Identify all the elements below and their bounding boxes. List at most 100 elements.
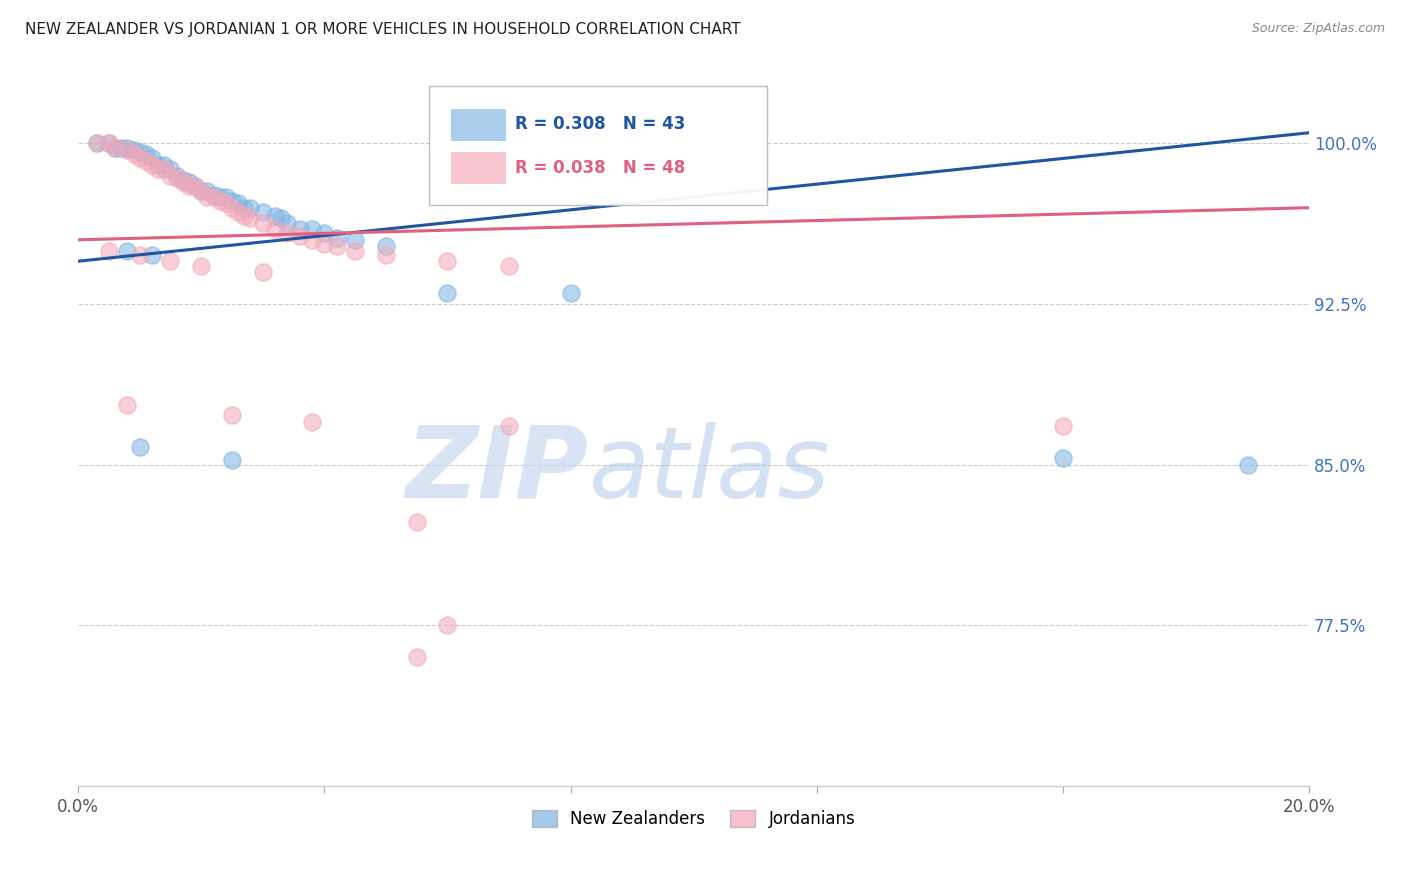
Point — [314, 227, 336, 241]
Point — [1052, 419, 1074, 434]
Point — [288, 222, 311, 236]
Point — [97, 136, 120, 151]
Point — [215, 190, 238, 204]
Point — [560, 286, 582, 301]
Point — [202, 190, 225, 204]
Text: atlas: atlas — [589, 422, 831, 518]
Point — [405, 650, 427, 665]
Point — [104, 141, 127, 155]
Point — [374, 248, 396, 262]
Point — [252, 205, 274, 219]
Point — [159, 162, 181, 177]
Point — [86, 136, 108, 151]
Text: R = 0.308   N = 43: R = 0.308 N = 43 — [515, 115, 686, 134]
Point — [166, 169, 188, 183]
Point — [128, 441, 150, 455]
Point — [239, 201, 262, 215]
Point — [184, 179, 207, 194]
Point — [104, 141, 127, 155]
Point — [184, 179, 207, 194]
Point — [195, 190, 218, 204]
Point — [301, 415, 323, 429]
Legend: New Zealanders, Jordanians: New Zealanders, Jordanians — [526, 804, 862, 835]
Point — [146, 158, 169, 172]
Point — [436, 618, 458, 632]
Point — [190, 184, 212, 198]
Point — [117, 141, 139, 155]
Point — [344, 244, 367, 258]
Point — [264, 209, 287, 223]
Point — [135, 153, 157, 168]
Point — [276, 227, 298, 241]
Point — [122, 147, 145, 161]
Point — [177, 175, 200, 189]
Point — [301, 222, 323, 236]
Point — [314, 237, 336, 252]
Point — [190, 259, 212, 273]
Point — [146, 162, 169, 177]
Point — [1052, 451, 1074, 466]
Point — [117, 244, 139, 258]
Point — [301, 233, 323, 247]
Point — [190, 184, 212, 198]
Point — [226, 196, 249, 211]
Point — [141, 158, 163, 172]
Point — [276, 216, 298, 230]
Point — [86, 136, 108, 151]
Point — [110, 141, 132, 155]
Point — [325, 239, 347, 253]
Point — [270, 211, 292, 226]
Point — [221, 201, 243, 215]
Point — [141, 248, 163, 262]
Point — [208, 190, 231, 204]
Point — [166, 170, 188, 185]
Point — [215, 196, 238, 211]
FancyBboxPatch shape — [451, 109, 505, 140]
Point — [374, 239, 396, 253]
Point — [128, 248, 150, 262]
Point — [436, 286, 458, 301]
Point — [177, 179, 200, 194]
Point — [202, 187, 225, 202]
Text: Source: ZipAtlas.com: Source: ZipAtlas.com — [1251, 22, 1385, 36]
Point — [221, 409, 243, 423]
Point — [208, 194, 231, 209]
Point — [195, 184, 218, 198]
Point — [135, 147, 157, 161]
Point — [221, 194, 243, 209]
Point — [325, 230, 347, 244]
Point — [117, 398, 139, 412]
Point — [264, 222, 287, 236]
Point — [117, 143, 139, 157]
FancyBboxPatch shape — [451, 152, 505, 183]
Point — [97, 244, 120, 258]
Point — [252, 265, 274, 279]
Point — [498, 419, 520, 434]
Text: ZIP: ZIP — [406, 422, 589, 518]
Point — [153, 162, 176, 177]
Text: R = 0.038   N = 48: R = 0.038 N = 48 — [515, 159, 685, 177]
Point — [97, 136, 120, 151]
Point — [233, 201, 256, 215]
Point — [252, 216, 274, 230]
Point — [405, 516, 427, 530]
Point — [288, 228, 311, 243]
Point — [436, 254, 458, 268]
Point — [172, 173, 194, 187]
Point — [233, 209, 256, 223]
Point — [122, 143, 145, 157]
Point — [159, 254, 181, 268]
Point — [128, 145, 150, 159]
Point — [159, 169, 181, 183]
Point — [221, 453, 243, 467]
Point — [344, 233, 367, 247]
Point — [239, 211, 262, 226]
Point — [141, 152, 163, 166]
Text: NEW ZEALANDER VS JORDANIAN 1 OR MORE VEHICLES IN HOUSEHOLD CORRELATION CHART: NEW ZEALANDER VS JORDANIAN 1 OR MORE VEH… — [25, 22, 741, 37]
Point — [172, 175, 194, 189]
Point — [128, 152, 150, 166]
FancyBboxPatch shape — [429, 87, 768, 205]
Point — [498, 259, 520, 273]
Point — [1236, 458, 1258, 472]
Point — [226, 205, 249, 219]
